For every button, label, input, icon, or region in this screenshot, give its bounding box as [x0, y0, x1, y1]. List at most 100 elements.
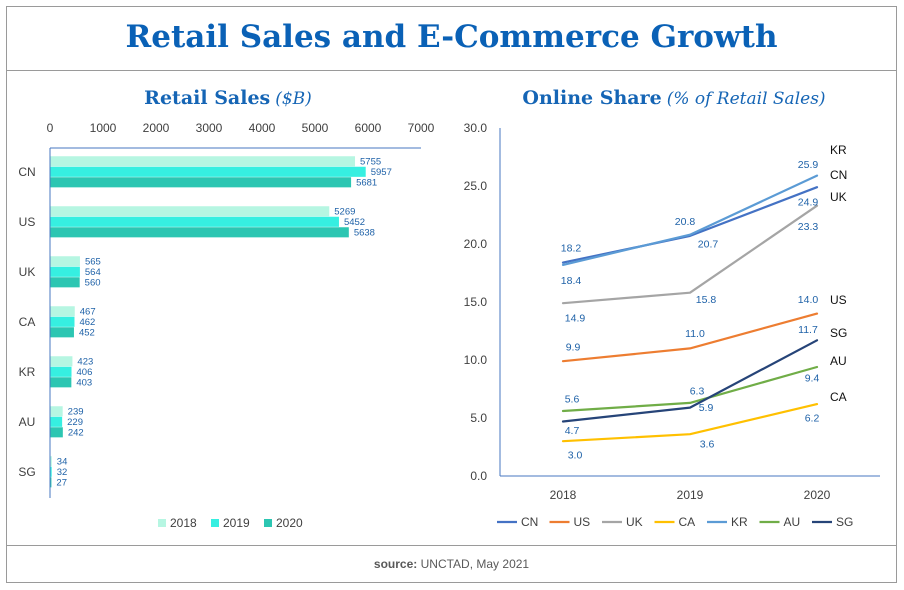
category-label-ca: CA: [19, 315, 36, 329]
bar-value-label-us-2018: 5269: [334, 207, 355, 218]
source-label: source:: [373, 557, 418, 571]
series-line-us: [561, 312, 819, 363]
outer-frame: [6, 6, 897, 583]
y-tick-label-30: 30.0: [464, 121, 488, 135]
x-tick-label-2020: 2020: [804, 488, 831, 502]
x-tick-label-2018: 2018: [550, 488, 577, 502]
category-label-sg: SG: [18, 465, 35, 479]
x-tick-label-0: 0: [47, 121, 54, 135]
footer-divider: [6, 545, 897, 546]
series-end-label-sg: SG: [830, 326, 847, 340]
online-share-title-text: Online Share: [522, 87, 662, 109]
retail-sales-title-text: Retail Sales: [144, 87, 271, 109]
data-label-cn-2020: 24.9: [798, 197, 819, 209]
bar-uk-2018: [50, 256, 80, 267]
y-axis-ticks: 0.0 5.0 10.0 15.0 20.0 25.0 30.0: [464, 121, 488, 483]
online-share-title-unit: (% of Retail Sales): [666, 89, 826, 109]
bar-value-label-au-2018: 239: [68, 407, 84, 418]
online-share-chart-title: Online Share (% of Retail Sales): [470, 86, 878, 110]
bar-us-2018: [50, 206, 330, 217]
bar-au-2018: [50, 406, 63, 417]
data-label-uk-2018: 14.9: [565, 313, 586, 325]
y-tick-label-15: 15.0: [464, 295, 488, 309]
bar-us-2020: [50, 227, 349, 238]
legend-label-2020: 2020: [276, 516, 303, 530]
series-end-label-ca: CA: [830, 390, 847, 404]
x-axis-ticks: 0 1000 2000 3000 4000 5000 6000 7000: [47, 121, 435, 135]
category-label-uk: UK: [19, 265, 36, 279]
x-tick-label-6000: 6000: [355, 121, 382, 135]
legend: 2018 2019 2020: [158, 516, 303, 530]
legend-swatch-2019: [211, 519, 219, 527]
bar-kr-2018: [50, 356, 73, 367]
data-labels: 18.4 20.7 24.9 9.9 11.0 14.0 14.9 15.8 23.3 3.0 3.…: [561, 159, 820, 462]
data-label-kr-2018: 18.2: [561, 242, 582, 254]
x-tick-label-7000: 7000: [408, 121, 435, 135]
bar-uk-2020: [50, 277, 80, 288]
data-label-au-2020: 9.4: [805, 372, 820, 384]
legend-swatch-2018: [158, 519, 166, 527]
bar-cn-2020: [50, 177, 352, 188]
bar-au-2020: [50, 427, 63, 438]
category-label-cn: CN: [18, 165, 35, 179]
retail-sales-bar-chart: 0 1000 2000 3000 4000 5000 6000 7000 57555957568…: [18, 121, 434, 530]
bar-au-2019: [50, 416, 63, 427]
bar-sg-2020: [50, 477, 52, 488]
legend-label-sg: SG: [836, 515, 853, 529]
data-label-uk-2019: 15.8: [696, 294, 717, 306]
data-label-au-2018: 5.6: [565, 394, 580, 406]
x-tick-label-4000: 4000: [249, 121, 276, 135]
x-tick-label-3000: 3000: [196, 121, 223, 135]
bar-value-label-sg-2018: 34: [57, 457, 68, 468]
bar-ca-2019: [50, 316, 75, 327]
bar-value-label-sg-2019: 32: [57, 467, 68, 478]
data-label-uk-2020: 23.3: [798, 221, 819, 233]
bar-cn-2018: [50, 156, 356, 167]
x-tick-label-1000: 1000: [90, 121, 117, 135]
retail-sales-chart-title: Retail Sales ($B): [40, 86, 416, 110]
bar-kr-2019: [50, 366, 72, 377]
bar-value-label-cn-2018: 5755: [360, 157, 381, 168]
bar-value-label-uk-2020: 560: [85, 278, 101, 289]
legend-swatch-2020: [264, 519, 272, 527]
legend-label-2018: 2018: [170, 516, 197, 530]
bar-value-label-cn-2020: 5681: [356, 178, 377, 189]
data-label-au-2019: 6.3: [690, 385, 705, 397]
retail-sales-title-unit: ($B): [275, 89, 312, 109]
y-tick-label-10: 10.0: [464, 353, 488, 367]
series-end-label-kr: KR: [830, 143, 847, 157]
legend-label-kr: KR: [731, 515, 748, 529]
legend-label-au: AU: [784, 515, 801, 529]
bar-value-label-kr-2018: 423: [77, 357, 93, 368]
y-tick-label-0: 0.0: [470, 469, 487, 483]
bar-ca-2018: [50, 306, 75, 317]
online-share-line-chart: 0.0 5.0 10.0 15.0 20.0 25.0 30.0 2018 2019 2020 18…: [464, 121, 880, 529]
x-tick-label-2019: 2019: [677, 488, 704, 502]
data-label-ca-2019: 3.6: [700, 439, 715, 451]
bar-value-label-sg-2020: 27: [56, 478, 67, 489]
bar-value-label-us-2019: 5452: [344, 217, 365, 228]
data-label-sg-2019: 5.9: [699, 402, 714, 414]
legend: CN US UK CA KR AU SG: [497, 515, 853, 529]
page-title: Retail Sales and E-Commerce Growth: [125, 19, 778, 55]
data-label-kr-2020: 25.9: [798, 159, 819, 171]
bars: 5755595756815269545256385655645604674624…: [50, 156, 392, 489]
legend-label-ca: CA: [679, 515, 696, 529]
bar-value-label-kr-2019: 406: [77, 367, 93, 378]
y-tick-label-25: 25.0: [464, 179, 488, 193]
data-label-us-2018: 9.9: [566, 342, 581, 354]
series-end-label-au: AU: [830, 354, 847, 368]
series-line-kr: [561, 174, 819, 266]
bar-value-label-au-2019: 229: [67, 417, 83, 428]
series-line-uk: [561, 204, 819, 305]
data-label-kr-2019: 20.8: [675, 216, 696, 228]
bar-kr-2020: [50, 377, 72, 388]
bar-sg-2018: [50, 456, 52, 467]
bar-value-label-ca-2020: 452: [79, 328, 95, 339]
bar-value-label-au-2020: 242: [68, 428, 84, 439]
category-label-kr: KR: [19, 365, 36, 379]
source-text: UNCTAD, May 2021: [420, 557, 530, 571]
bar-us-2019: [50, 216, 339, 227]
